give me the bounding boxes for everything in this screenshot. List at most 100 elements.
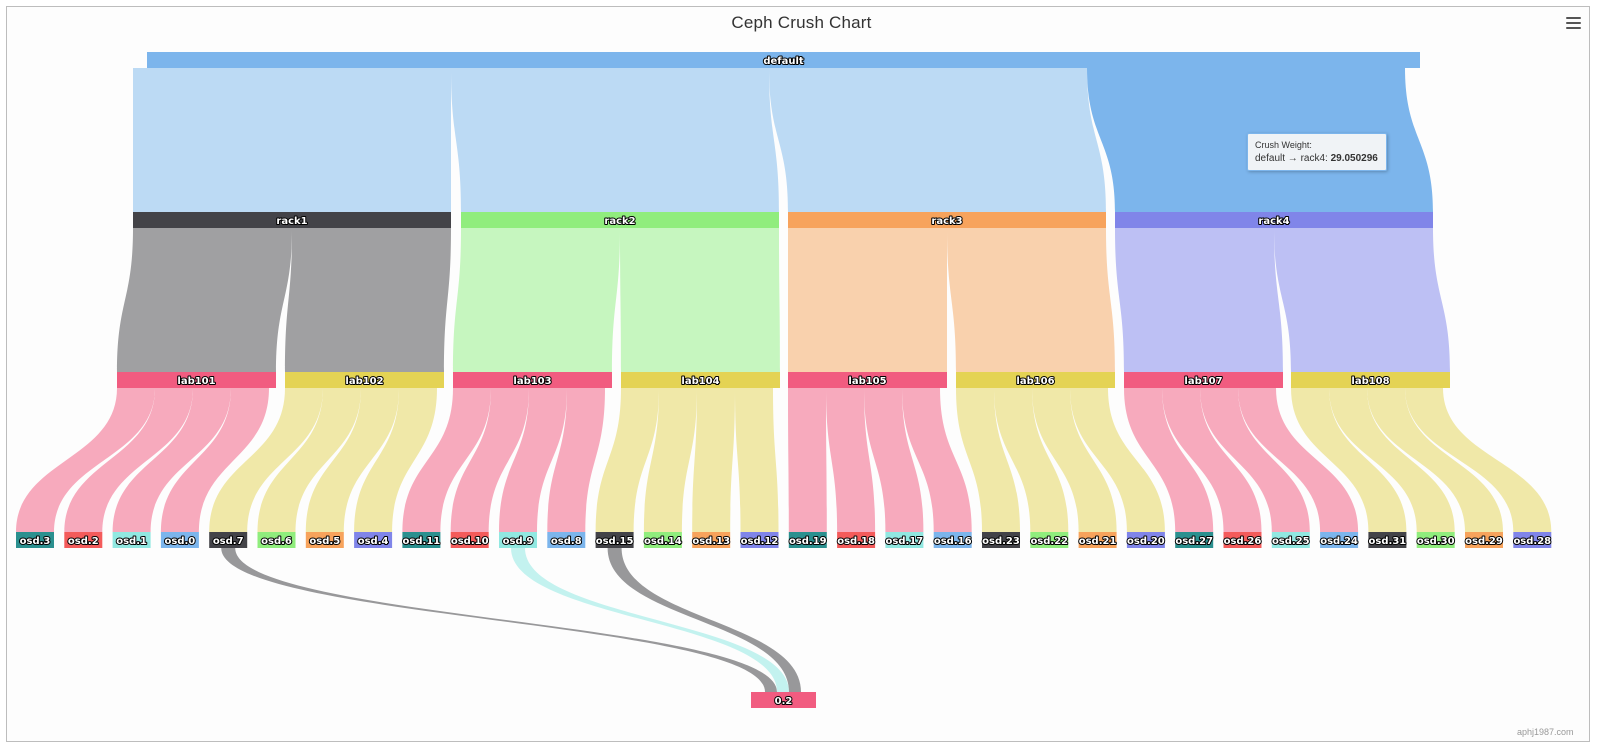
node-osd.7[interactable] xyxy=(209,532,248,548)
link-lab106-osd.23[interactable] xyxy=(956,388,1020,532)
node-label-osd.8: osd.8 xyxy=(551,536,582,547)
node-osd.28[interactable] xyxy=(1513,532,1552,548)
node-osd.22[interactable] xyxy=(1030,532,1069,548)
node-lab107[interactable] xyxy=(1124,372,1283,388)
link-rack3-lab106[interactable] xyxy=(947,228,1115,372)
link-lab104-osd.14[interactable] xyxy=(643,388,697,532)
link-lab107-osd.24[interactable] xyxy=(1238,388,1359,532)
node-osd.11[interactable] xyxy=(402,532,441,548)
node-rack3[interactable] xyxy=(788,212,1106,228)
node-osd.9[interactable] xyxy=(499,532,537,548)
link-lab104-osd.12[interactable] xyxy=(735,388,779,532)
node-osd.8[interactable] xyxy=(547,532,586,548)
link-lab105-osd.16[interactable] xyxy=(902,388,972,532)
node-lab103[interactable] xyxy=(453,372,612,388)
link-lab101-osd.3[interactable] xyxy=(16,388,155,532)
link-rack1-lab101[interactable] xyxy=(117,228,292,372)
tooltip-value: 29.050296 xyxy=(1330,153,1378,164)
node-osd.17[interactable] xyxy=(885,532,924,548)
link-osd.7-0.2[interactable] xyxy=(221,548,777,692)
link-lab108-osd.31[interactable] xyxy=(1291,388,1407,532)
link-lab105-osd.19[interactable] xyxy=(788,388,827,532)
link-lab103-osd.10[interactable] xyxy=(450,388,529,532)
link-lab106-osd.22[interactable] xyxy=(994,388,1069,532)
link-rack3-lab105[interactable] xyxy=(788,228,947,372)
node-osd.23[interactable] xyxy=(982,532,1020,548)
node-lab104[interactable] xyxy=(621,372,780,388)
link-lab106-osd.20[interactable] xyxy=(1070,388,1165,532)
node-label-osd.10: osd.10 xyxy=(451,536,489,547)
link-lab102-osd.6[interactable] xyxy=(257,388,362,532)
link-lab101-osd.2[interactable] xyxy=(64,388,193,532)
link-lab103-osd.11[interactable] xyxy=(402,388,491,532)
link-osd.15-0.2[interactable] xyxy=(607,548,801,692)
node-osd.25[interactable] xyxy=(1271,532,1310,548)
link-rack2-lab103[interactable] xyxy=(453,228,620,372)
node-label-osd.16: osd.16 xyxy=(934,536,972,547)
link-lab104-osd.13[interactable] xyxy=(692,388,735,532)
node-osd.2[interactable] xyxy=(64,532,103,548)
node-osd.15[interactable] xyxy=(595,532,634,548)
link-lab105-osd.17[interactable] xyxy=(864,388,924,532)
node-rack4[interactable] xyxy=(1115,212,1433,228)
node-lab101[interactable] xyxy=(117,372,276,388)
link-lab103-osd.8[interactable] xyxy=(547,388,605,532)
link-lab107-osd.26[interactable] xyxy=(1162,388,1262,532)
link-lab108-osd.30[interactable] xyxy=(1329,388,1455,532)
node-osd.1[interactable] xyxy=(112,532,151,548)
node-osd.5[interactable] xyxy=(305,532,344,548)
link-rack4-lab108[interactable] xyxy=(1274,228,1450,372)
link-lab102-osd.5[interactable] xyxy=(305,388,399,532)
link-lab107-osd.25[interactable] xyxy=(1200,388,1310,532)
chart-credit[interactable]: aphj1987.com xyxy=(1517,727,1574,737)
node-osd.14[interactable] xyxy=(643,532,682,548)
link-lab106-osd.21[interactable] xyxy=(1032,388,1117,532)
node-osd.13[interactable] xyxy=(692,532,731,548)
node-lab108[interactable] xyxy=(1291,372,1450,388)
node-rack1[interactable] xyxy=(133,212,451,228)
node-default[interactable] xyxy=(147,52,1420,68)
link-lab108-osd.28[interactable] xyxy=(1405,388,1552,532)
link-osd.9-0.2[interactable] xyxy=(511,548,789,692)
link-rack4-lab107[interactable] xyxy=(1115,228,1283,372)
node-lab105[interactable] xyxy=(788,372,947,388)
node-label-osd.4: osd.4 xyxy=(358,536,389,547)
node-rack2[interactable] xyxy=(461,212,779,228)
node-osd.31[interactable] xyxy=(1368,532,1407,548)
link-lab105-osd.18[interactable] xyxy=(826,388,876,532)
node-osd.18[interactable] xyxy=(837,532,876,548)
link-lab108-osd.29[interactable] xyxy=(1367,388,1503,532)
node-osd.26[interactable] xyxy=(1223,532,1262,548)
node-lab106[interactable] xyxy=(956,372,1115,388)
link-lab103-osd.9[interactable] xyxy=(499,388,567,532)
node-0.2[interactable] xyxy=(751,692,816,708)
link-lab101-osd.1[interactable] xyxy=(112,388,231,532)
node-osd.24[interactable] xyxy=(1320,532,1359,548)
link-rack2-lab104[interactable] xyxy=(620,228,780,372)
node-osd.3[interactable] xyxy=(16,532,54,548)
link-lab104-osd.15[interactable] xyxy=(595,388,659,532)
link-lab102-osd.7[interactable] xyxy=(209,388,323,532)
node-osd.4[interactable] xyxy=(354,532,393,548)
link-lab107-osd.27[interactable] xyxy=(1124,388,1214,532)
node-osd.29[interactable] xyxy=(1465,532,1503,548)
node-osd.16[interactable] xyxy=(933,532,972,548)
node-osd.6[interactable] xyxy=(257,532,296,548)
node-lab102[interactable] xyxy=(285,372,444,388)
node-osd.10[interactable] xyxy=(450,532,489,548)
link-rack1-lab102[interactable] xyxy=(285,228,451,372)
link-lab102-osd.4[interactable] xyxy=(354,388,437,532)
node-osd.21[interactable] xyxy=(1078,532,1117,548)
node-osd.30[interactable] xyxy=(1416,532,1455,548)
link-default-rack3[interactable] xyxy=(769,68,1106,212)
node-osd.12[interactable] xyxy=(740,532,779,548)
node-label-lab108: lab108 xyxy=(1351,376,1389,387)
link-lab101-osd.0[interactable] xyxy=(160,388,269,532)
link-default-rack1[interactable] xyxy=(133,68,451,212)
node-osd.20[interactable] xyxy=(1126,532,1165,548)
link-default-rack2[interactable] xyxy=(451,68,779,212)
hamburger-menu-icon[interactable] xyxy=(1566,17,1581,31)
node-osd.0[interactable] xyxy=(160,532,199,548)
node-osd.27[interactable] xyxy=(1175,532,1214,548)
node-osd.19[interactable] xyxy=(788,532,827,548)
